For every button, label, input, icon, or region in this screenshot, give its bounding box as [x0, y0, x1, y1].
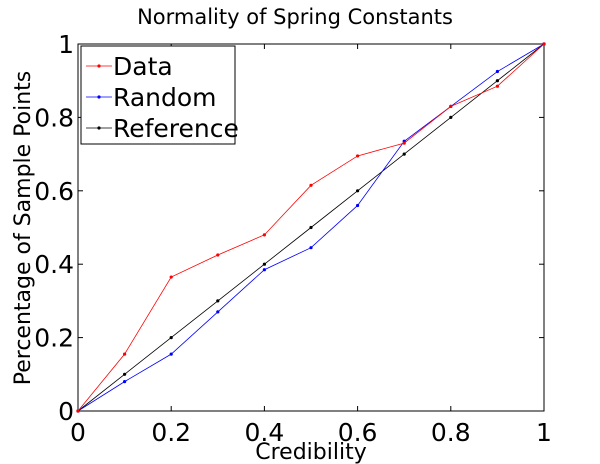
data-point-data: [76, 409, 80, 413]
data-point-data: [402, 141, 406, 145]
data-point-reference: [216, 299, 220, 303]
legend-marker-reference: [97, 126, 101, 130]
y-tick-label: 0.8: [34, 103, 74, 132]
data-point-data: [262, 233, 266, 237]
y-tick-label: 0.6: [34, 177, 74, 206]
data-point-random: [123, 380, 127, 384]
x-tick-label: 0.4: [245, 418, 285, 447]
data-point-data: [495, 84, 499, 88]
data-point-reference: [309, 225, 313, 230]
legend-marker-data: [97, 64, 101, 68]
data-point-random: [262, 268, 266, 272]
data-point-random: [356, 203, 360, 208]
x-tick-label: 1: [536, 418, 552, 447]
data-point-reference: [356, 189, 360, 193]
data-point-random: [309, 246, 313, 250]
y-tick-label: 1: [58, 30, 74, 59]
data-point-reference: [169, 336, 173, 340]
x-tick-label: 0.8: [431, 418, 471, 447]
data-point-reference: [402, 152, 406, 156]
data-point-random: [169, 352, 173, 356]
data-point-data: [123, 352, 127, 356]
y-tick-label: 0: [58, 397, 74, 426]
data-point-reference: [495, 79, 499, 83]
data-point-random: [495, 69, 499, 74]
legend-label-data: Data: [113, 52, 173, 81]
data-point-data: [356, 154, 360, 158]
x-axis-title: Credibility: [255, 440, 366, 464]
legend-label-random: Random: [113, 83, 217, 112]
data-point-data: [216, 253, 220, 257]
legend-marker-random: [97, 95, 101, 99]
series-data: [76, 42, 546, 413]
data-point-data: [309, 183, 313, 187]
series-layer: [76, 42, 546, 413]
y-tick-label: 0.2: [34, 324, 74, 353]
data-point-reference: [123, 372, 127, 376]
x-tick-label: 0: [70, 418, 86, 447]
data-point-reference: [262, 262, 266, 266]
data-point-reference: [449, 115, 453, 119]
legend-label-reference: Reference: [113, 114, 239, 143]
data-point-data: [169, 275, 173, 279]
x-tick-label: 0.2: [151, 418, 191, 447]
data-point-data: [542, 42, 546, 46]
y-axis-title: Percentage of Sample Points: [11, 71, 36, 386]
y-tick-label: 0.4: [34, 250, 74, 279]
axis-ticks: 0 0.2 0.4 0.6 0.8 1 0 0.2 0.4 0.6 0.8 1: [34, 30, 552, 447]
chart-title: Normality of Spring Constants: [137, 5, 453, 29]
data-point-random: [216, 310, 220, 314]
data-point-data: [449, 104, 453, 108]
x-tick-label: 0.6: [338, 418, 378, 447]
